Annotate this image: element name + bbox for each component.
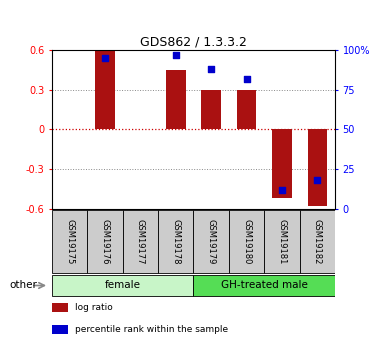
Text: GSM19177: GSM19177 [136,219,145,264]
Point [314,177,320,183]
Text: GSM19179: GSM19179 [207,219,216,264]
Text: percentile rank within the sample: percentile rank within the sample [75,325,228,334]
Text: GSM19175: GSM19175 [65,219,74,264]
Bar [229,210,264,273]
Title: GDS862 / 1.3.3.2: GDS862 / 1.3.3.2 [140,36,247,49]
Bar [52,325,67,334]
Text: GSM19182: GSM19182 [313,219,322,264]
Bar [193,210,229,273]
Bar [201,90,221,129]
Point [102,55,108,61]
Bar [272,129,291,198]
Bar [52,275,193,296]
Bar [87,210,123,273]
Text: other: other [10,280,37,290]
Bar [158,210,193,273]
Text: log ratio: log ratio [75,303,112,312]
Text: GSM19176: GSM19176 [100,219,110,264]
Text: GSM19178: GSM19178 [171,219,180,264]
Point [279,187,285,193]
Text: GSM19181: GSM19181 [277,219,286,264]
Bar [193,275,335,296]
Bar [52,210,87,273]
Bar [237,90,256,129]
Text: GSM19180: GSM19180 [242,219,251,264]
Bar [308,129,327,206]
Bar [300,210,335,273]
Point [243,76,249,81]
Bar [123,210,158,273]
Bar [52,303,67,312]
Text: female: female [105,280,141,290]
Bar [166,70,186,129]
Point [208,66,214,72]
Bar [264,210,300,273]
Bar [95,50,115,129]
Point [173,52,179,58]
Text: GH-treated male: GH-treated male [221,280,308,290]
